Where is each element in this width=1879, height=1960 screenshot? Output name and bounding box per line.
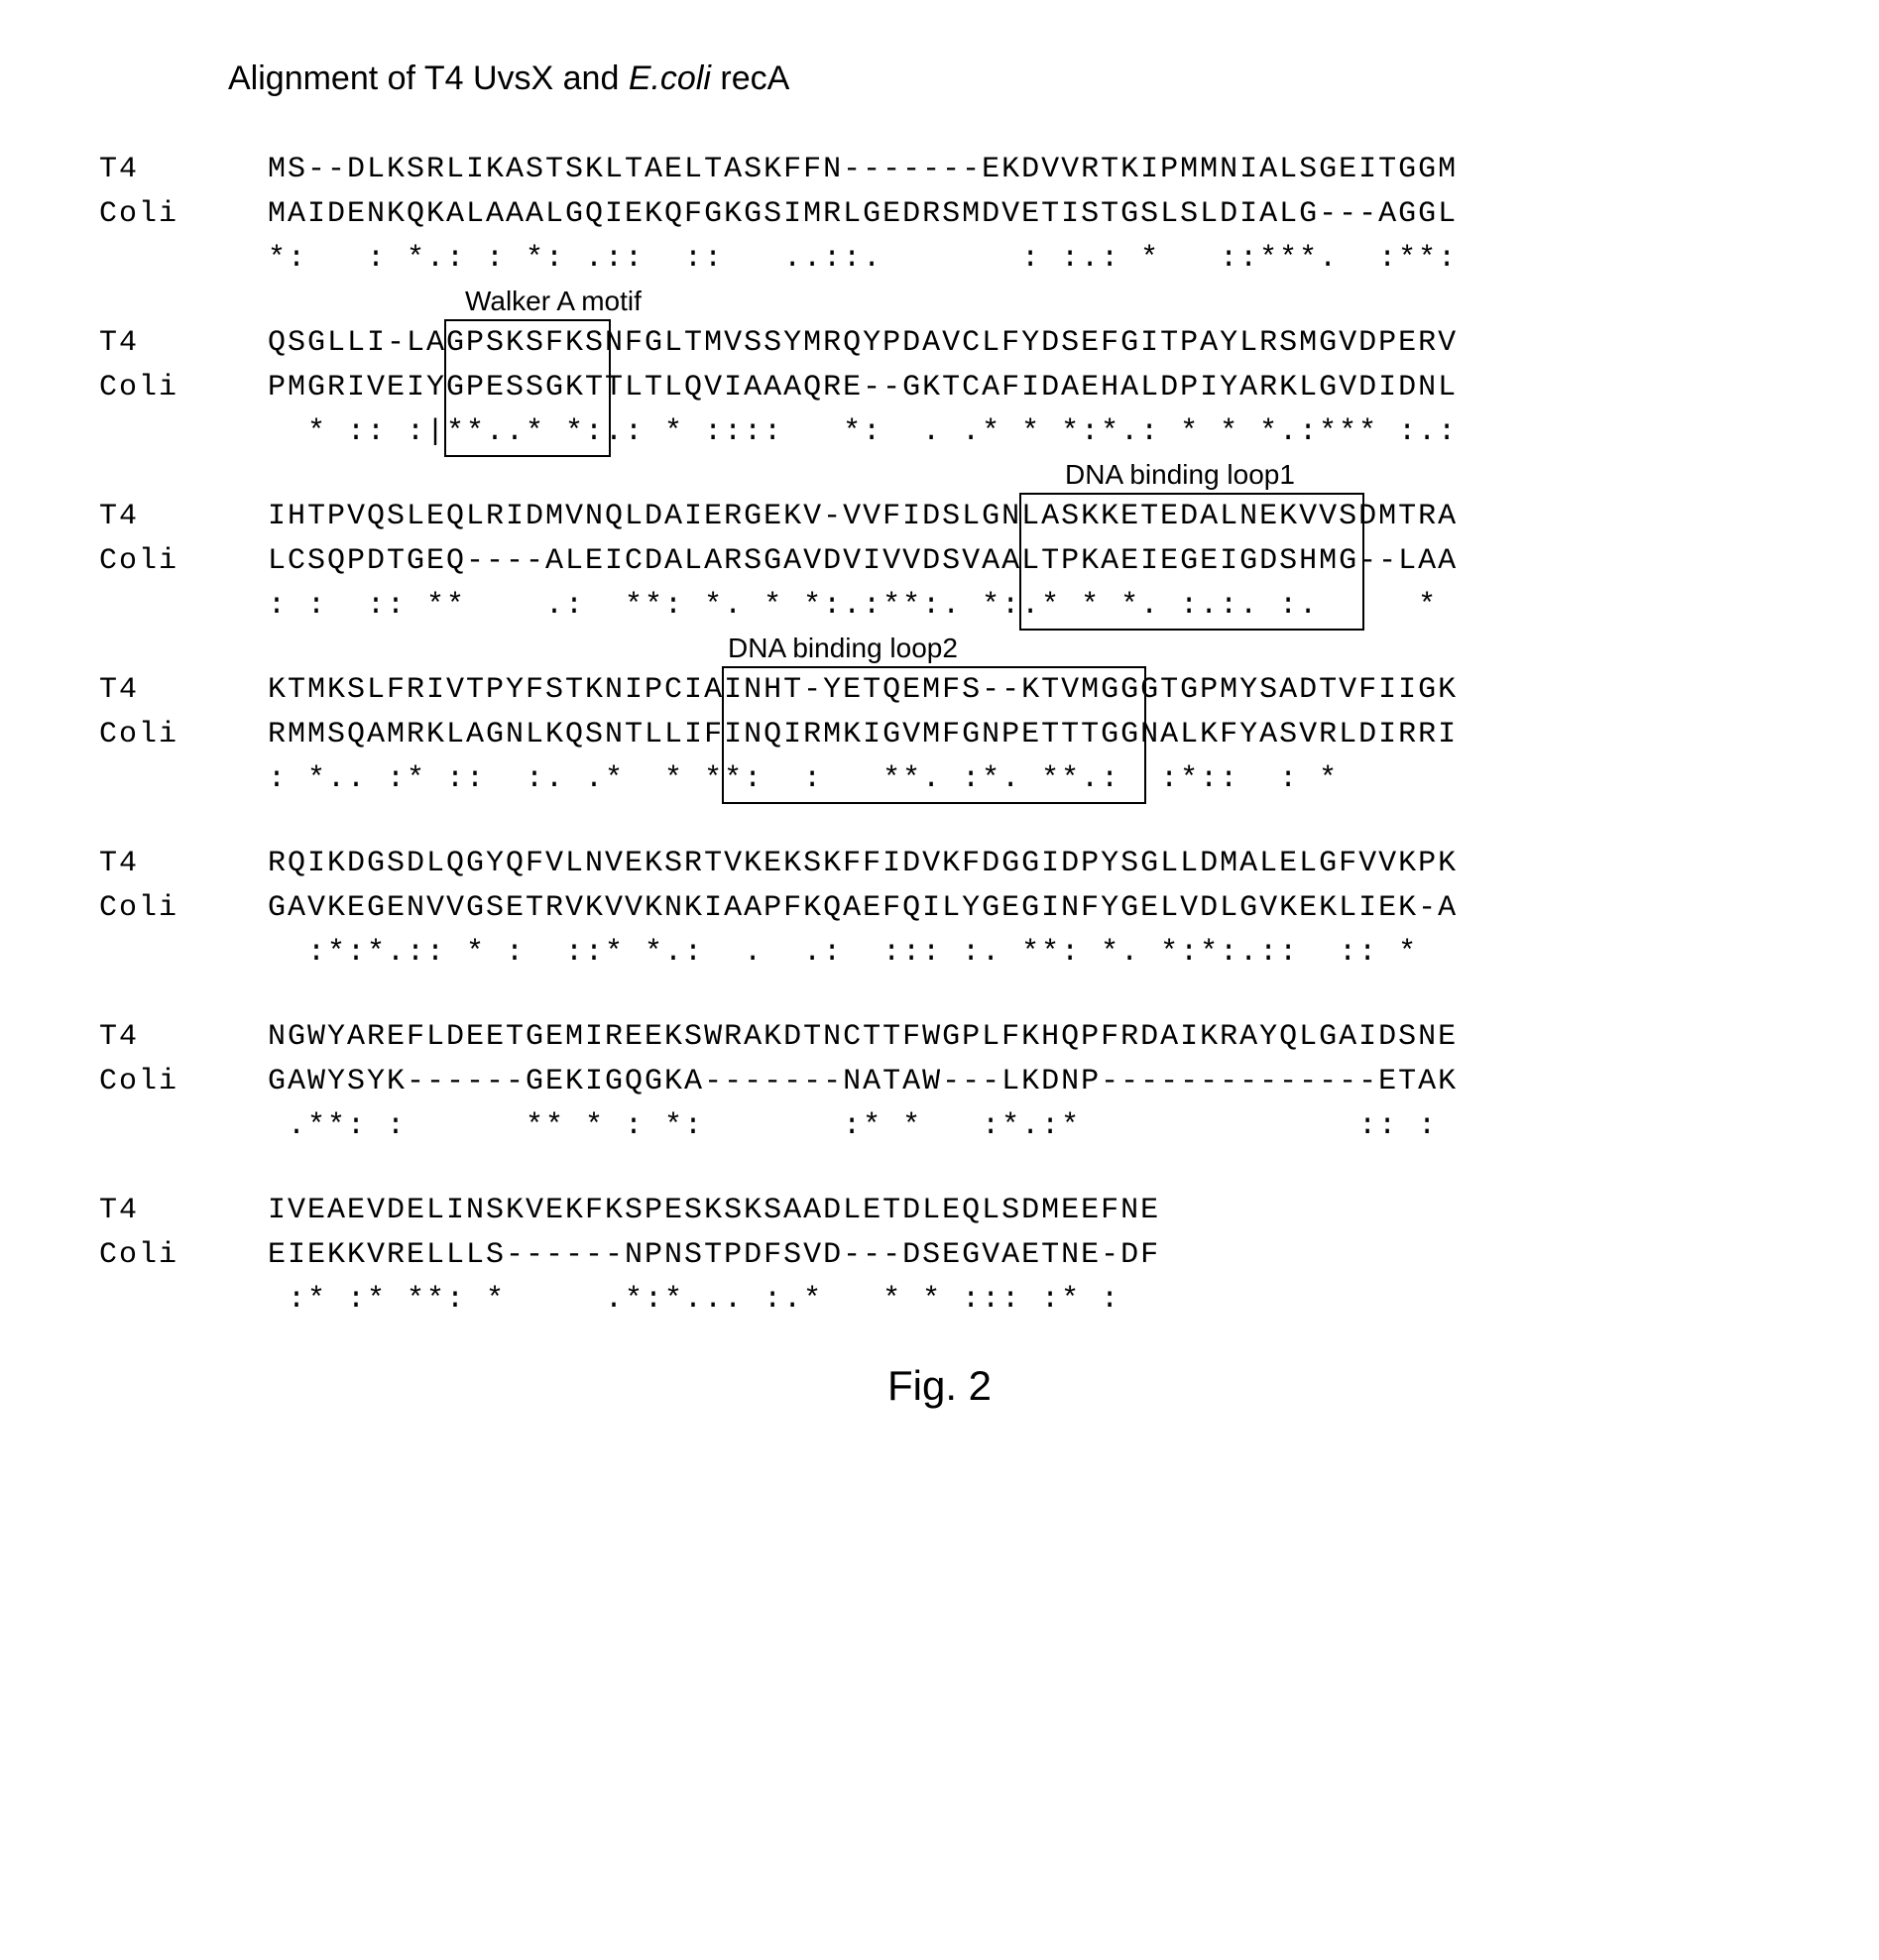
alignment-title: Alignment of T4 UvsX and E.coli recA (228, 59, 1780, 98)
sequence-text: QSGLLI-LAGPSKSFKSNFGLTMVSSYMRQYPDAVCLFYD… (268, 321, 1458, 366)
title-suffix: recA (711, 59, 789, 97)
alignment-row-coli: ColiMAIDENKQKALAAALGQIEKQFGKGSIMRLGEDRSM… (99, 192, 1780, 237)
row-label: T4 (99, 842, 268, 886)
alignment-row-coli: ColiGAWYSYK------GEKIGQGKA-------NATAW--… (99, 1060, 1780, 1104)
motif-annotation: DNA binding loop1 (1061, 459, 1299, 491)
alignment-block: T4RQIKDGSDLQGYQFVLNVEKSRTVKEKSKFFIDVKFDG… (99, 842, 1780, 976)
figure-caption: Fig. 2 (99, 1362, 1780, 1410)
alignment-block: T4MS--DLKSRLIKASTSKLTAELTASKFFN-------EK… (99, 148, 1780, 282)
row-label: Coli (99, 1060, 268, 1104)
sequence-text: PMGRIVEIYGPESSGKTTLTLQVIAAAQRE--GKTCAFID… (268, 366, 1458, 410)
alignment-row-t4: T4IHTPVQSLEQLRIDMVNQLDAIERGEKV-VVFIDSLGN… (99, 495, 1780, 539)
sequence-text: GAVKEGENVVGSETRVKVVKNKIAAPFKQAEFQILYGEGI… (268, 886, 1458, 931)
row-label: Coli (99, 1233, 268, 1278)
sequence-text: .**: : ** * : *: :* * :*.:* :: : (268, 1104, 1458, 1149)
row-label: T4 (99, 321, 268, 366)
row-label: Coli (99, 539, 268, 584)
sequence-text: GAWYSYK------GEKIGQGKA-------NATAW---LKD… (268, 1060, 1458, 1104)
row-label: Coli (99, 886, 268, 931)
alignment-block: T4IHTPVQSLEQLRIDMVNQLDAIERGEKV-VVFIDSLGN… (99, 495, 1780, 629)
sequence-text: LCSQPDTGEQ----ALEICDALARSGAVDVIVVDSVAALT… (268, 539, 1458, 584)
alignment-row-consensus: :*:*.:: * : ::* *.: . .: ::: :. **: *. *… (99, 931, 1780, 976)
sequence-text: * :: :|**..* *:.: * :::: *: . .* * *:*.:… (268, 410, 1458, 455)
alignment-row-consensus: : *.. :* :: :. .* * **: : **. :*. **.: :… (99, 757, 1780, 802)
row-label: T4 (99, 1015, 268, 1060)
row-label: T4 (99, 1189, 268, 1233)
alignment-row-coli: ColiLCSQPDTGEQ----ALEICDALARSGAVDVIVVDSV… (99, 539, 1780, 584)
alignment-row-coli: ColiGAVKEGENVVGSETRVKVVKNKIAAPFKQAEFQILY… (99, 886, 1780, 931)
sequence-alignment: T4MS--DLKSRLIKASTSKLTAELTASKFFN-------EK… (99, 148, 1780, 1323)
alignment-row-t4: T4IVEAEVDELINSKVEKFKSPESKSKSAADLETDLEQLS… (99, 1189, 1780, 1233)
sequence-text: EIEKKVRELLLS------NPNSTPDFSVD---DSEGVAET… (268, 1233, 1160, 1278)
sequence-text: KTMKSLFRIVTPYFSTKNIPCIAINHT-YETQEMFS--KT… (268, 668, 1458, 713)
title-prefix: Alignment of T4 UvsX and (228, 59, 629, 97)
alignment-row-t4: T4KTMKSLFRIVTPYFSTKNIPCIAINHT-YETQEMFS--… (99, 668, 1780, 713)
row-label: Coli (99, 713, 268, 757)
title-italic: E.coli (629, 59, 711, 97)
alignment-row-consensus: *: : *.: : *: .:: :: ..::. : :.: * ::***… (99, 237, 1780, 282)
sequence-text: NGWYAREFLDEETGEMIREEKSWRAKDTNCTTFWGPLFKH… (268, 1015, 1458, 1060)
sequence-text: MS--DLKSRLIKASTSKLTAELTASKFFN-------EKDV… (268, 148, 1458, 192)
alignment-row-consensus: : : :: ** .: **: *. * *:.:**:. *:.* * *.… (99, 584, 1780, 629)
motif-annotation: Walker A motif (461, 286, 646, 317)
sequence-text: : : :: ** .: **: *. * *:.:**:. *:.* * *.… (268, 584, 1458, 629)
row-label: T4 (99, 668, 268, 713)
alignment-row-t4: T4RQIKDGSDLQGYQFVLNVEKSRTVKEKSKFFIDVKFDG… (99, 842, 1780, 886)
alignment-row-t4: T4MS--DLKSRLIKASTSKLTAELTASKFFN-------EK… (99, 148, 1780, 192)
alignment-row-coli: ColiPMGRIVEIYGPESSGKTTLTLQVIAAAQRE--GKTC… (99, 366, 1780, 410)
alignment-row-consensus: * :: :|**..* *:.: * :::: *: . .* * *:*.:… (99, 410, 1780, 455)
sequence-text: :*:*.:: * : ::* *.: . .: ::: :. **: *. *… (268, 931, 1458, 976)
alignment-block: T4IVEAEVDELINSKVEKFKSPESKSKSAADLETDLEQLS… (99, 1189, 1780, 1323)
row-label: T4 (99, 495, 268, 539)
alignment-row-consensus: .**: : ** * : *: :* * :*.:* :: : (99, 1104, 1780, 1149)
sequence-text: : *.. :* :: :. .* * **: : **. :*. **.: :… (268, 757, 1458, 802)
alignment-block: T4NGWYAREFLDEETGEMIREEKSWRAKDTNCTTFWGPLF… (99, 1015, 1780, 1149)
alignment-block: T4QSGLLI-LAGPSKSFKSNFGLTMVSSYMRQYPDAVCLF… (99, 321, 1780, 455)
sequence-text: *: : *.: : *: .:: :: ..::. : :.: * ::***… (268, 237, 1458, 282)
alignment-row-t4: T4NGWYAREFLDEETGEMIREEKSWRAKDTNCTTFWGPLF… (99, 1015, 1780, 1060)
alignment-row-t4: T4QSGLLI-LAGPSKSFKSNFGLTMVSSYMRQYPDAVCLF… (99, 321, 1780, 366)
sequence-text: :* :* **: * .*:*... :.* * * ::: :* : (268, 1278, 1160, 1323)
sequence-text: IVEAEVDELINSKVEKFKSPESKSKSAADLETDLEQLSDM… (268, 1189, 1160, 1233)
motif-annotation: DNA binding loop2 (724, 633, 962, 664)
sequence-text: RMMSQAMRKLAGNLKQSNTLLIFINQIRMKIGVMFGNPET… (268, 713, 1458, 757)
row-label: T4 (99, 148, 268, 192)
sequence-text: IHTPVQSLEQLRIDMVNQLDAIERGEKV-VVFIDSLGNLA… (268, 495, 1458, 539)
row-label: Coli (99, 192, 268, 237)
sequence-text: MAIDENKQKALAAALGQIEKQFGKGSIMRLGEDRSMDVET… (268, 192, 1458, 237)
sequence-text: RQIKDGSDLQGYQFVLNVEKSRTVKEKSKFFIDVKFDGGI… (268, 842, 1458, 886)
alignment-row-coli: ColiEIEKKVRELLLS------NPNSTPDFSVD---DSEG… (99, 1233, 1780, 1278)
alignment-row-consensus: :* :* **: * .*:*... :.* * * ::: :* : (99, 1278, 1780, 1323)
row-label: Coli (99, 366, 268, 410)
alignment-block: T4KTMKSLFRIVTPYFSTKNIPCIAINHT-YETQEMFS--… (99, 668, 1780, 802)
alignment-row-coli: ColiRMMSQAMRKLAGNLKQSNTLLIFINQIRMKIGVMFG… (99, 713, 1780, 757)
